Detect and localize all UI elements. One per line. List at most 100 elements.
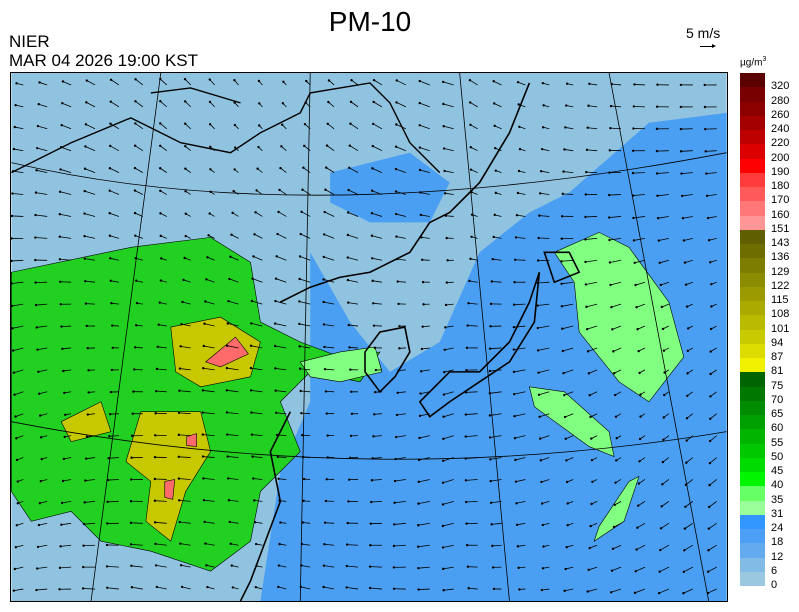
wind-arrow-head (561, 192, 564, 196)
wind-arrow-head (153, 477, 157, 481)
wind-arrow (373, 302, 382, 305)
wind-arrow-head (249, 366, 253, 370)
wind-arrow-head (177, 477, 181, 480)
wind-arrow (84, 258, 96, 261)
wind-arrow-head (417, 566, 420, 570)
legend-label: 6 (771, 564, 778, 577)
legend-label: 136 (771, 251, 790, 264)
wind-arrow (709, 435, 717, 442)
wind-arrow-head (38, 502, 42, 505)
wind-arrow (635, 566, 646, 572)
wind-arrow-head (36, 124, 40, 128)
wind-arrow-head (39, 480, 43, 483)
legend-swatch (740, 358, 765, 373)
wind-arrow-head (323, 210, 326, 214)
wind-arrow-head (275, 411, 278, 415)
wind-arrow-head (441, 503, 445, 506)
wind-arrow (276, 434, 287, 437)
wind-arrow-head (368, 565, 372, 568)
wind-arrow-head (325, 144, 329, 147)
wind-arrow-head (254, 585, 258, 589)
wind-arrow (396, 258, 406, 261)
legend-label: 180 (771, 180, 790, 192)
wind-arrow (467, 325, 478, 327)
wind-arrow-head (392, 544, 396, 548)
wind-arrow-head (348, 478, 351, 481)
wind-arrow-head (179, 345, 182, 348)
wind-arrow-head (279, 521, 282, 524)
wind-arrow-head (183, 256, 186, 260)
wind-arrow-head (371, 144, 375, 148)
wind-arrow (635, 281, 646, 286)
wind-arrow-head (13, 125, 16, 129)
wind-arrow-head (83, 167, 87, 170)
wind-arrow-head (203, 520, 206, 524)
wind-arrow (418, 544, 430, 548)
wind-arrow-head (226, 322, 229, 325)
wind-arrow (275, 323, 287, 327)
wind-arrow-head (301, 188, 304, 191)
legend-swatch (740, 315, 765, 330)
legend-label: 50 (771, 450, 784, 463)
wind-arrow-head (536, 304, 539, 307)
wind-arrow-head (659, 548, 662, 552)
wind-arrow-head (683, 527, 687, 530)
wind-arrow-head (584, 215, 587, 219)
wind-arrow (542, 148, 550, 152)
wind-arrow-head (372, 302, 375, 305)
wind-arrow (346, 587, 359, 590)
wind-arrow-head (442, 147, 446, 150)
wind-arrow-head (86, 347, 89, 350)
wind-arrow-head (37, 523, 41, 527)
wind-arrow-head (274, 389, 277, 392)
wind-arrow-head (11, 259, 13, 263)
wind-arrow-head (109, 122, 112, 125)
wind-arrow-head (396, 280, 399, 283)
wind-arrow (681, 150, 693, 152)
wind-arrow-head (85, 324, 88, 328)
wind-arrow (276, 412, 287, 415)
wind-arrow (706, 172, 717, 174)
wind-arrow-head (106, 478, 110, 482)
wind-arrow-head (686, 349, 690, 353)
wind-arrow-head (299, 389, 302, 393)
wind-arrow (443, 125, 454, 130)
wind-arrow-head (159, 234, 162, 238)
wind-arrow-head (256, 167, 259, 170)
wind-arrow (87, 413, 96, 415)
wind-arrow-head (130, 478, 133, 481)
wind-arrow-head (275, 433, 279, 437)
wind-arrow-head (281, 102, 285, 105)
wind-arrow-head (518, 588, 521, 591)
wind-arrow-head (206, 585, 209, 589)
wind-arrow-head (182, 278, 185, 282)
wind-arrow (514, 435, 526, 439)
wind-arrow (154, 500, 167, 502)
wind-arrow (517, 522, 526, 526)
legend-swatch (740, 514, 765, 529)
wind-arrow-head (258, 102, 261, 105)
wind-arrow (323, 586, 335, 590)
wind-arrow-head (34, 236, 37, 239)
wind-arrow (419, 435, 430, 439)
wind-arrow-head (303, 144, 306, 148)
wind-arrow (59, 213, 72, 217)
wind-arrow (131, 586, 143, 590)
wind-arrow-head (230, 564, 233, 567)
wind-arrow (251, 323, 263, 327)
wind-arrow-head (107, 457, 110, 460)
color-legend (740, 73, 765, 586)
wind-arrow-head (394, 457, 397, 461)
wind-arrow (537, 325, 550, 329)
wind-arrow-head (179, 564, 183, 567)
wind-arrow (35, 192, 48, 195)
wind-arrow-head (134, 100, 137, 103)
wind-arrow-head (417, 588, 420, 591)
wind-arrow-head (680, 194, 684, 198)
wind-arrow-head (346, 256, 349, 259)
wind-arrow-head (564, 126, 567, 129)
wind-arrow (442, 544, 454, 548)
wind-arrow (203, 345, 215, 349)
wind-arrow-head (277, 210, 280, 214)
wind-arrow-head (225, 411, 229, 414)
